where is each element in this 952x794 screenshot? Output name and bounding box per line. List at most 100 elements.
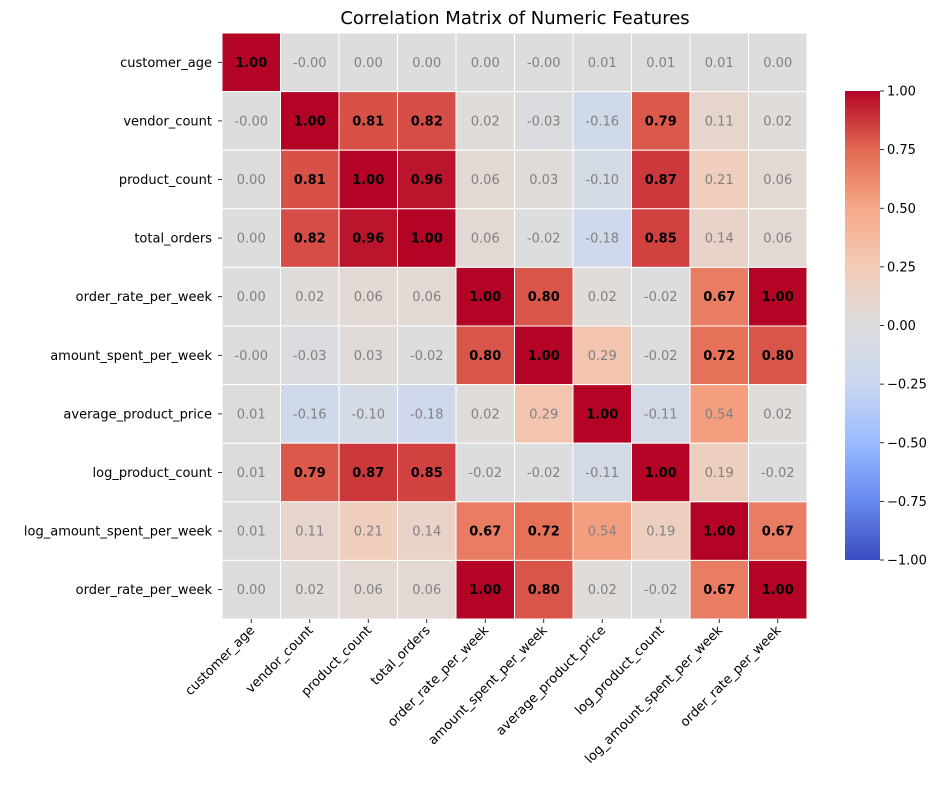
cell-value-label: 0.06: [471, 232, 500, 247]
cell-value-label: 0.85: [645, 232, 677, 247]
y-tick-label: amount_spent_per_week: [50, 349, 212, 364]
cell-value-label: 0.81: [294, 173, 326, 188]
heatmap-cell: [631, 559, 691, 620]
cell-value-label: 0.80: [528, 583, 560, 598]
heatmap-cell: [221, 559, 281, 620]
cell-value-label: -0.02: [527, 466, 561, 481]
y-tick-label: customer_age: [120, 56, 212, 71]
cell-value-label: 0.67: [762, 525, 794, 540]
heatmap-cell: [280, 32, 340, 93]
cell-value-label: 0.79: [645, 114, 677, 129]
cell-value-label: 0.21: [354, 525, 383, 540]
colorbar-tick-label: 0.50: [887, 202, 916, 217]
heatmap-cell: [689, 149, 749, 210]
heatmap-cell: [572, 208, 632, 268]
cell-value-label: -0.02: [761, 466, 795, 481]
heatmap-cell: [338, 149, 398, 210]
cell-value-label: 0.00: [237, 583, 266, 598]
y-tick-label: total_orders: [134, 232, 212, 247]
cell-value-label: 1.00: [703, 525, 735, 540]
heatmap-cell: [631, 501, 691, 561]
cell-value-label: -0.03: [527, 114, 561, 129]
heatmap-cell: [221, 149, 281, 210]
cell-value-label: 0.02: [471, 407, 500, 422]
x-tick-labels: customer_agevendor_countproduct_counttot…: [182, 619, 785, 767]
chart-title: Correlation Matrix of Numeric Features: [340, 8, 689, 29]
colorbar-tick-label: −1.00: [887, 554, 927, 569]
cell-value-label: 0.14: [705, 232, 734, 247]
heatmap-cell: [338, 32, 398, 93]
cell-value-label: 0.02: [588, 290, 617, 305]
cell-value-label: 0.11: [705, 114, 734, 129]
cell-value-label: 0.19: [646, 525, 675, 540]
heatmap-cell: [572, 266, 632, 327]
cell-value-label: 0.00: [471, 56, 500, 71]
cell-value-label: 0.01: [588, 56, 617, 71]
heatmap-cell: [689, 325, 749, 386]
heatmap-cell: [748, 91, 808, 151]
heatmap-cell: [572, 149, 632, 210]
heatmap-cell: [397, 325, 457, 386]
cell-value-label: -0.00: [234, 114, 268, 129]
heatmap-cell: [338, 501, 398, 561]
y-tick-label: log_amount_spent_per_week: [24, 525, 213, 540]
cell-value-label: 0.02: [763, 114, 792, 129]
heatmap-cell: [397, 501, 457, 561]
cell-value-label: 0.03: [354, 349, 383, 364]
colorbar-tick-label: 0.75: [887, 143, 916, 158]
heatmap-cell: [572, 559, 632, 620]
cell-value-label: 0.29: [529, 407, 558, 422]
heatmap-cell: [397, 91, 457, 151]
y-tick-label: order_rate_per_week: [76, 583, 213, 598]
heatmap-cell: [631, 266, 691, 327]
heatmap-cell: [514, 208, 574, 268]
y-tick-label: product_count: [119, 173, 212, 188]
heatmap-cell: [748, 149, 808, 210]
heatmap-cell: [689, 559, 749, 620]
x-tick-label: amount_spent_per_week: [426, 623, 551, 748]
cell-value-label: 0.87: [645, 173, 677, 188]
cell-value-label: -0.02: [644, 583, 678, 598]
heatmap-cell: [455, 501, 515, 561]
cell-value-label: 0.72: [528, 525, 560, 540]
cell-value-label: -0.11: [585, 466, 619, 481]
heatmap-cell: [221, 384, 281, 444]
heatmap-cell: [631, 32, 691, 93]
heatmap-cell: [572, 91, 632, 151]
cell-value-label: 0.79: [294, 466, 326, 481]
cell-value-label: 1.00: [762, 290, 794, 305]
heatmap-cell: [397, 442, 457, 503]
cell-value-label: 0.14: [412, 525, 441, 540]
heatmap-cell: [748, 384, 808, 444]
cell-value-label: 0.82: [411, 114, 443, 129]
heatmap-cell: [689, 266, 749, 327]
heatmap-cell: [221, 32, 281, 93]
y-tick-label: log_product_count: [93, 466, 213, 481]
cell-value-label: 0.01: [237, 407, 266, 422]
heatmap-cell: [514, 559, 574, 620]
cell-value-label: -0.02: [644, 349, 678, 364]
cell-value-label: 0.54: [705, 407, 734, 422]
colorbar-tick-label: 0.25: [887, 260, 916, 275]
cell-value-label: 0.00: [237, 173, 266, 188]
cell-value-label: 0.06: [763, 173, 792, 188]
heatmap-cell: [514, 32, 574, 93]
heatmap-cell: [572, 384, 632, 444]
cell-value-label: 0.00: [412, 56, 441, 71]
cell-value-label: 0.02: [295, 290, 324, 305]
colorbar-tick-label: −0.75: [887, 495, 927, 510]
cell-value-label: 0.21: [705, 173, 734, 188]
heatmap-cell: [748, 559, 808, 620]
cell-value-label: 0.81: [352, 114, 384, 129]
colorbar-tick-label: 1.00: [887, 85, 916, 100]
cell-value-label: 0.06: [412, 583, 441, 598]
heatmap-cell: [455, 266, 515, 327]
colorbar-tick-label: 0.00: [887, 319, 916, 334]
cell-value-label: 0.01: [705, 56, 734, 71]
heatmap-cell: [748, 32, 808, 93]
cell-value-label: 1.00: [469, 583, 501, 598]
heatmap-cell: [221, 208, 281, 268]
cell-value-label: -0.02: [644, 290, 678, 305]
cell-value-label: -0.00: [527, 56, 561, 71]
